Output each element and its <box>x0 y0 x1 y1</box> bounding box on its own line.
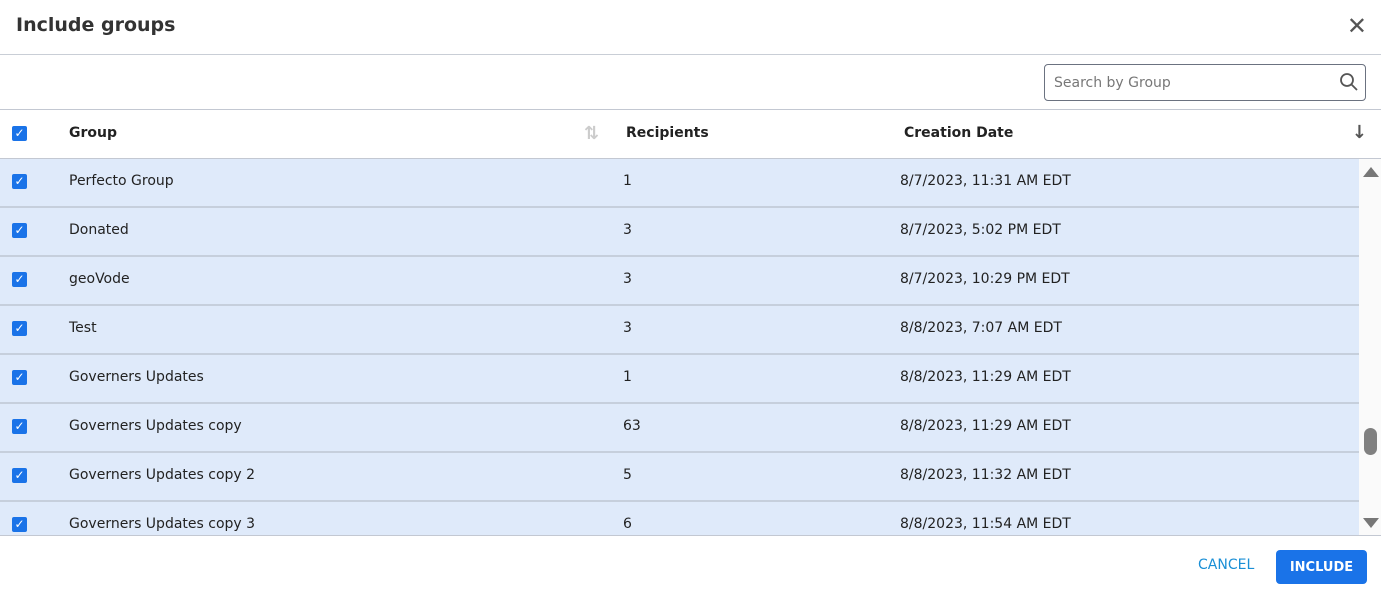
creation-date: 8/8/2023, 11:29 AM EDT <box>900 369 1071 385</box>
table-row[interactable]: ✓ Governers Updates 1 8/8/2023, 11:29 AM… <box>0 355 1359 404</box>
column-header-recipients[interactable]: Recipients <box>626 125 709 141</box>
table-row[interactable]: ✓ Donated 3 8/7/2023, 5:02 PM EDT <box>0 208 1359 257</box>
row-checkbox[interactable]: ✓ <box>12 272 27 287</box>
recipients-count: 3 <box>623 320 632 336</box>
row-checkbox[interactable]: ✓ <box>12 321 27 336</box>
include-button[interactable]: INCLUDE <box>1276 550 1367 584</box>
row-checkbox[interactable]: ✓ <box>12 370 27 385</box>
sort-icon[interactable]: ⇅ <box>584 123 600 144</box>
column-header-creation-date[interactable]: Creation Date <box>904 125 1014 141</box>
group-name: geoVode <box>69 271 130 287</box>
scroll-up-icon[interactable] <box>1363 167 1379 177</box>
group-name: Governers Updates copy <box>69 418 242 434</box>
table-row[interactable]: ✓ Perfecto Group 1 8/7/2023, 11:31 AM ED… <box>0 159 1359 208</box>
scrollbar[interactable] <box>1359 159 1381 535</box>
table-row[interactable]: ✓ Test 3 8/8/2023, 7:07 AM EDT <box>0 306 1359 355</box>
row-checkbox[interactable]: ✓ <box>12 223 27 238</box>
column-header-group[interactable]: Group <box>69 125 118 141</box>
search-input[interactable] <box>1045 65 1325 100</box>
recipients-count: 3 <box>623 271 632 287</box>
table-body: ✓ Perfecto Group 1 8/7/2023, 11:31 AM ED… <box>0 159 1381 536</box>
dialog-header: Include groups ✕ <box>0 0 1381 55</box>
group-name: Donated <box>69 222 129 238</box>
group-name: Test <box>69 320 97 336</box>
creation-date: 8/7/2023, 10:29 PM EDT <box>900 271 1070 287</box>
recipients-count: 3 <box>623 222 632 238</box>
recipients-count: 1 <box>623 369 632 385</box>
creation-date: 8/7/2023, 11:31 AM EDT <box>900 173 1071 189</box>
row-checkbox[interactable]: ✓ <box>12 517 27 532</box>
table-row[interactable]: ✓ Governers Updates copy 3 6 8/8/2023, 1… <box>0 502 1359 535</box>
group-name: Governers Updates <box>69 369 204 385</box>
group-name: Governers Updates copy 2 <box>69 467 256 483</box>
recipients-count: 6 <box>623 516 632 532</box>
recipients-count: 5 <box>623 467 632 483</box>
row-checkbox[interactable]: ✓ <box>12 419 27 434</box>
search-icon[interactable] <box>1339 72 1359 92</box>
creation-date: 8/8/2023, 11:32 AM EDT <box>900 467 1071 483</box>
creation-date: 8/8/2023, 7:07 AM EDT <box>900 320 1062 336</box>
sort-descending-icon[interactable]: ↓ <box>1351 122 1367 143</box>
select-all-checkbox[interactable]: ✓ <box>12 126 27 141</box>
cancel-button[interactable]: CANCEL <box>1198 557 1255 573</box>
table-row[interactable]: ✓ geoVode 3 8/7/2023, 10:29 PM EDT <box>0 257 1359 306</box>
recipients-count: 1 <box>623 173 632 189</box>
table-row[interactable]: ✓ Governers Updates copy 2 5 8/8/2023, 1… <box>0 453 1359 502</box>
creation-date: 8/7/2023, 5:02 PM EDT <box>900 222 1061 238</box>
row-checkbox[interactable]: ✓ <box>12 174 27 189</box>
group-name: Governers Updates copy 3 <box>69 516 256 532</box>
recipients-count: 63 <box>623 418 641 434</box>
search-box <box>1044 64 1366 101</box>
creation-date: 8/8/2023, 11:54 AM EDT <box>900 516 1071 532</box>
close-icon[interactable]: ✕ <box>1346 12 1367 40</box>
table-row[interactable]: ✓ Governers Updates copy 63 8/8/2023, 11… <box>0 404 1359 453</box>
dialog-title: Include groups <box>16 14 176 36</box>
toolbar <box>0 55 1381 110</box>
creation-date: 8/8/2023, 11:29 AM EDT <box>900 418 1071 434</box>
scroll-down-icon[interactable] <box>1363 518 1379 528</box>
row-checkbox[interactable]: ✓ <box>12 468 27 483</box>
table-header: ✓ Group ⇅ Recipients Creation Date ↓ <box>0 110 1381 159</box>
group-name: Perfecto Group <box>69 173 174 189</box>
scrollbar-thumb[interactable] <box>1364 428 1377 455</box>
